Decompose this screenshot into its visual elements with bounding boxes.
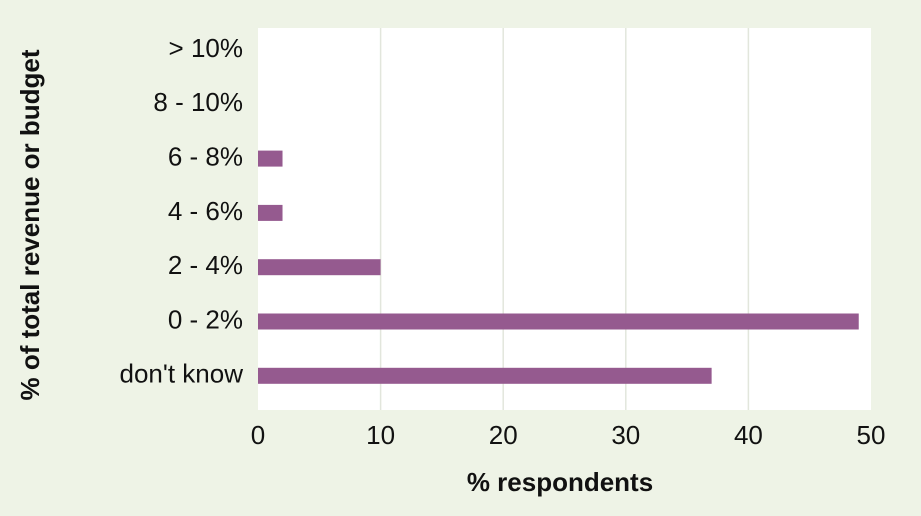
x-tick-label: 30: [611, 420, 640, 450]
plot-area: [258, 28, 871, 410]
bar: [258, 204, 283, 221]
y-tick-label: 4 - 6%: [168, 196, 243, 226]
x-tick-label: 0: [251, 420, 265, 450]
x-tick-label: 10: [366, 420, 395, 450]
y-tick-label: 6 - 8%: [168, 141, 243, 171]
y-tick-label: 0 - 2%: [168, 304, 243, 334]
x-tick-label: 40: [734, 420, 763, 450]
bar: [258, 150, 283, 167]
y-axis-label: % of total revenue or budget: [15, 49, 45, 400]
x-tick-label: 20: [489, 420, 518, 450]
bar: [258, 313, 859, 330]
y-tick-label: > 10%: [169, 33, 243, 63]
x-axis-label: % respondents: [467, 467, 653, 497]
bar: [258, 259, 381, 276]
y-tick-label: 8 - 10%: [153, 87, 243, 117]
y-tick-label: 2 - 4%: [168, 250, 243, 280]
bar: [258, 367, 712, 384]
y-tick-label: don't know: [120, 359, 244, 389]
x-tick-label: 50: [857, 420, 886, 450]
